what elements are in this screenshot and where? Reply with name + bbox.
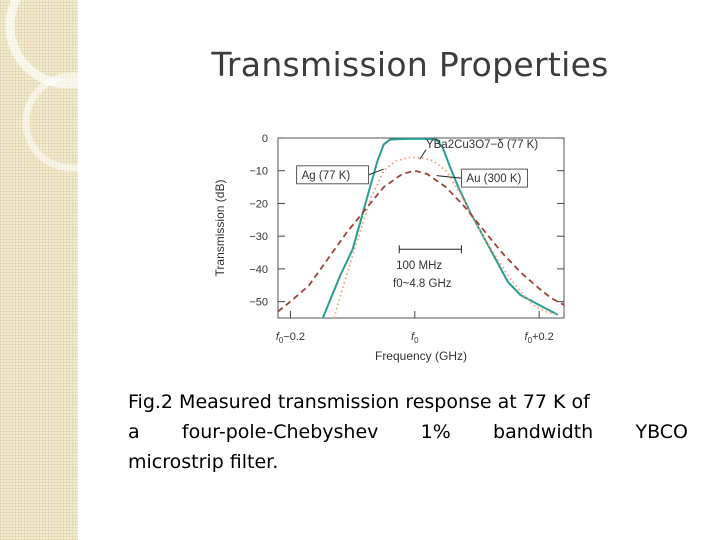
slide-title: Transmission Properties — [211, 45, 609, 84]
caption-line-1: Fig.2 Measured transmission response at … — [128, 391, 590, 413]
figure-caption: Fig.2 Measured transmission response at … — [128, 387, 688, 477]
series-line-1 — [333, 156, 559, 319]
decorative-circles — [5, 0, 78, 172]
y-tick-label-2: −20 — [249, 198, 268, 210]
annotation-bandwidth: 100 MHz — [396, 260, 442, 272]
annotation-ag-arrow — [368, 168, 384, 176]
caption-line-2: a four-pole-Chebyshev 1% bandwidth YBCO — [128, 421, 688, 443]
caption-line-3: microstrip filter. — [128, 451, 279, 473]
annotation-au: Au (300 K) — [466, 173, 521, 185]
y-tick-label-4: −40 — [249, 264, 268, 276]
annotation-center-frequency: f0~4.8 GHz — [393, 278, 452, 290]
y-axis-label: Transmission (dB) — [213, 180, 227, 277]
y-tick-label-0: 0 — [262, 133, 268, 145]
plot-frame — [277, 137, 565, 319]
x-tick-label-2: f0+0.2 — [525, 331, 554, 345]
y-tick-label-1: −10 — [249, 166, 268, 178]
decorative-side-strip — [0, 0, 78, 540]
y-tick-label-3: −30 — [249, 231, 268, 243]
annotation-au-box — [461, 168, 528, 188]
annotation-au-arrow — [436, 175, 462, 179]
x-axis-label: Frequency (GHz) — [375, 349, 467, 363]
series-line-2 — [277, 169, 565, 313]
series-line-0 — [321, 137, 559, 319]
annotation-ag-box — [296, 165, 370, 185]
annotation-ybco: YBa2Cu3O7−δ (77 K) — [426, 139, 538, 151]
x-tick-label-1: f0 — [411, 331, 419, 345]
y-tick-label-5: −50 — [249, 297, 268, 309]
annotation-ybco-arrow — [419, 149, 427, 160]
chart-svg: 0 −10 −20 −30 −40 −50 f0−0.2 f0 f0+0.2 Frequency … — [213, 133, 565, 363]
x-tick-label-0: f0−0.2 — [276, 331, 305, 345]
chart: 0 −10 −20 −30 −40 −50 f0−0.2 f0 f0+0.2 Frequency … — [196, 118, 590, 380]
annotation-ag: Ag (77 K) — [302, 170, 351, 182]
